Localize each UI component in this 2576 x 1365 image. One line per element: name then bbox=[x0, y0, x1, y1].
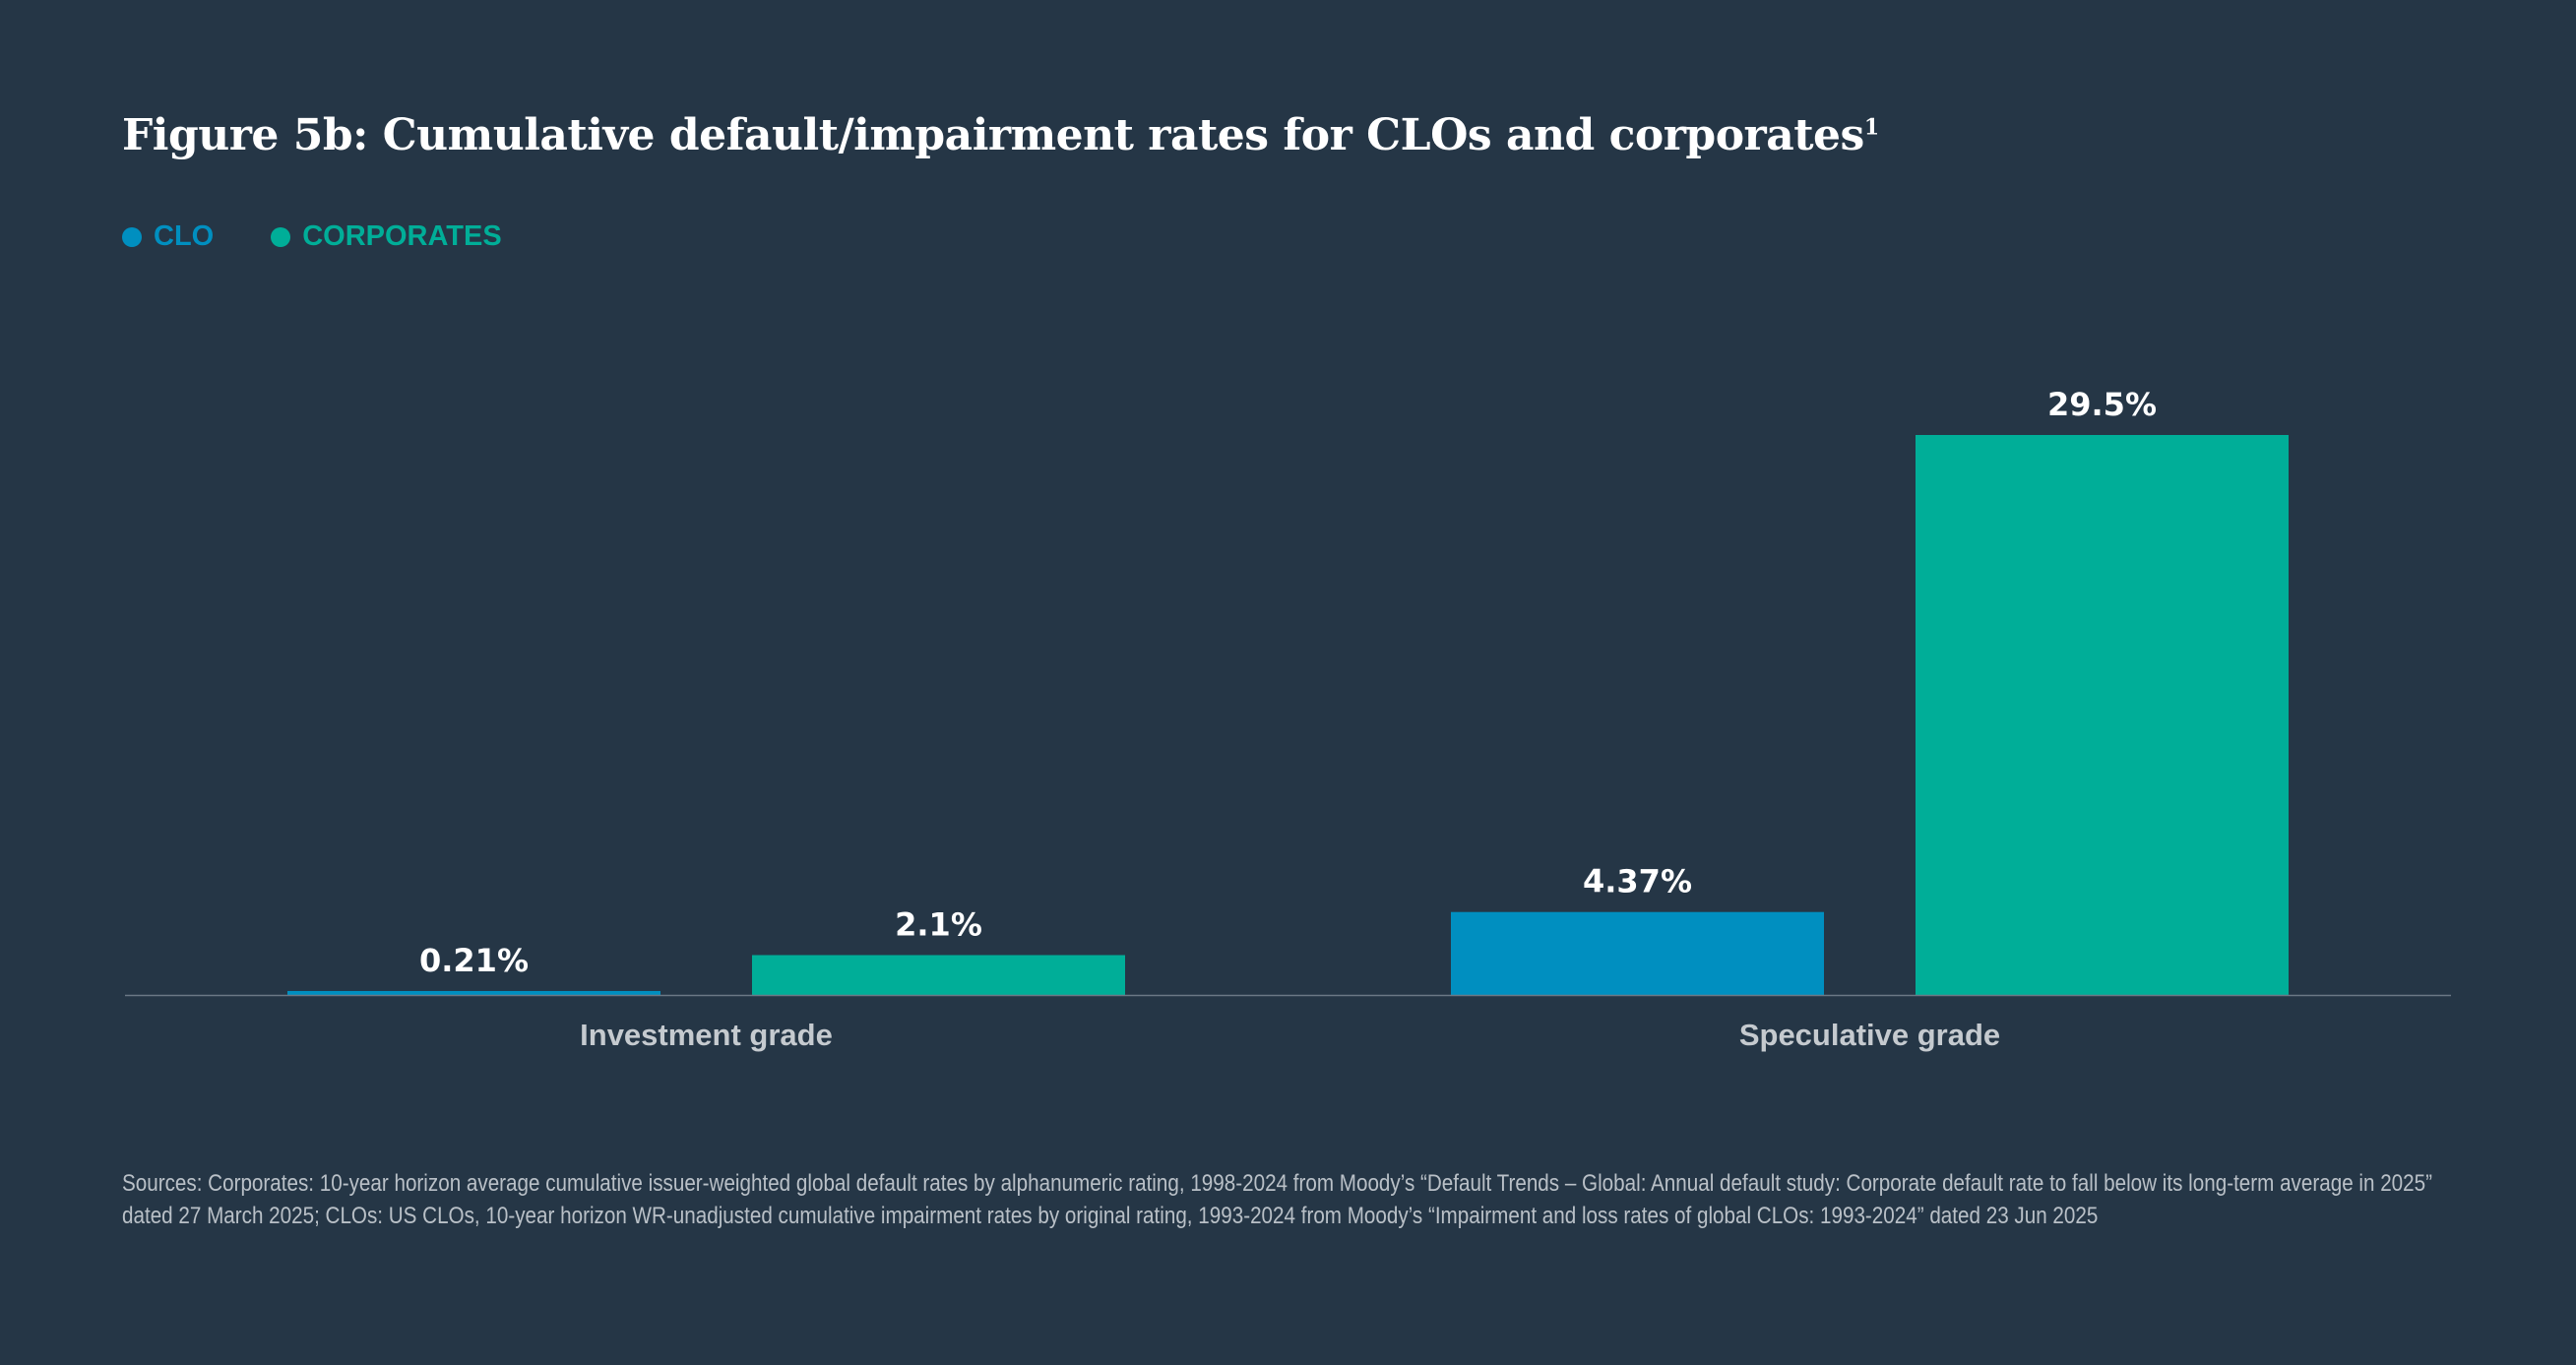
chart-title: Figure 5b: Cumulative default/impairment… bbox=[122, 110, 1879, 160]
legend-item-corporates: CORPORATES bbox=[271, 220, 502, 253]
legend: CLO CORPORATES bbox=[122, 220, 502, 253]
data-label: 29.5% bbox=[2047, 386, 2157, 423]
title-text: Figure 5b: Cumulative default/impairment… bbox=[122, 110, 1864, 160]
bar-corporates-1 bbox=[1916, 435, 2289, 995]
bar-clo-1 bbox=[1451, 911, 1824, 995]
data-label: 2.1% bbox=[895, 905, 982, 943]
data-label: 0.21% bbox=[419, 942, 529, 979]
legend-dot-clo bbox=[122, 226, 142, 247]
legend-label-corporates: CORPORATES bbox=[302, 220, 502, 252]
legend-label-clo: CLO bbox=[154, 220, 215, 252]
bar-clo-0 bbox=[287, 990, 660, 995]
legend-dot-corporates bbox=[271, 226, 291, 247]
category-label: Investment grade bbox=[580, 1018, 833, 1052]
title-footnote-marker: 1 bbox=[1863, 114, 1879, 141]
category-label: Speculative grade bbox=[1739, 1018, 2000, 1052]
sources-footnote: Sources: Corporates: 10-year horizon ave… bbox=[122, 1170, 2432, 1229]
bar-corporates-0 bbox=[752, 955, 1125, 995]
data-label: 4.37% bbox=[1583, 863, 1692, 900]
legend-item-clo: CLO bbox=[122, 220, 214, 253]
